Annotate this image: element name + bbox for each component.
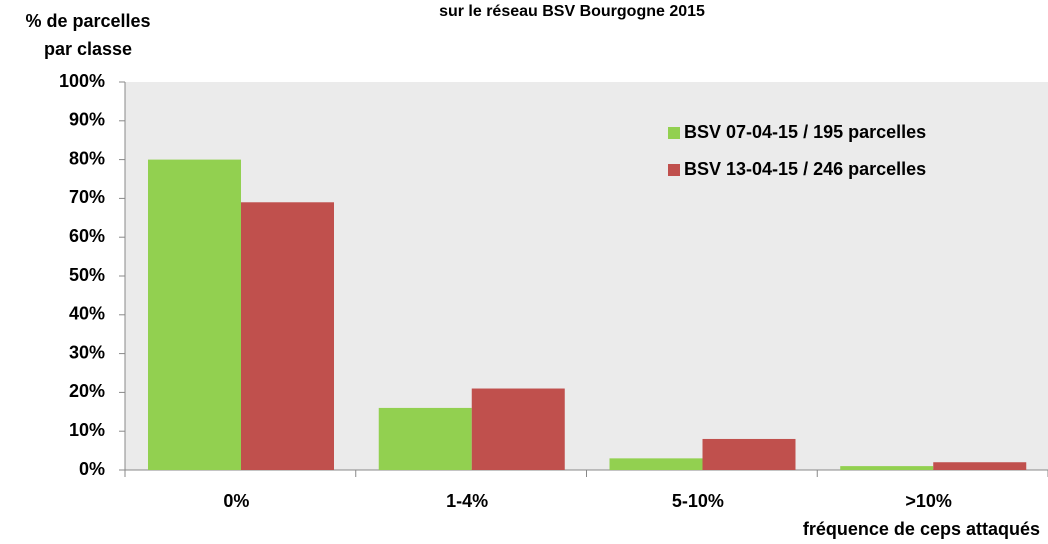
y-tick-label: 30% xyxy=(69,342,105,362)
bar xyxy=(378,407,472,470)
x-tick-label: 5-10% xyxy=(672,491,724,511)
legend-swatch xyxy=(668,164,680,176)
bar xyxy=(702,438,796,470)
legend-swatch xyxy=(668,127,680,139)
legend-label: BSV 07-04-15 / 195 parcelles xyxy=(684,122,926,142)
bar xyxy=(471,388,565,470)
x-tick-label: 1-4% xyxy=(446,491,488,511)
bar xyxy=(933,462,1027,470)
y-tick-label: 0% xyxy=(79,459,105,479)
y-tick-label: 50% xyxy=(69,265,105,285)
y-tick-label: 100% xyxy=(59,71,105,91)
y-tick-label: 10% xyxy=(69,420,105,440)
x-tick-label: 0% xyxy=(223,491,249,511)
legend-label: BSV 13-04-15 / 246 parcelles xyxy=(684,159,926,179)
chart-title: sur le réseau BSV Bourgogne 2015 xyxy=(439,3,705,20)
y-tick-label: 60% xyxy=(69,226,105,246)
y-axis-label: % de parcelles xyxy=(25,11,150,31)
bar xyxy=(241,202,334,470)
y-tick-label: 40% xyxy=(69,304,105,324)
y-tick-label: 20% xyxy=(69,381,105,401)
x-tick-label: >10% xyxy=(905,491,952,511)
y-tick-label: 70% xyxy=(69,187,105,207)
y-axis-label: par classe xyxy=(44,39,132,59)
y-tick-label: 90% xyxy=(69,110,105,130)
x-axis-label: fréquence de ceps attaqués xyxy=(803,519,1040,539)
y-tick-label: 80% xyxy=(69,148,105,168)
bar xyxy=(840,466,934,470)
bar xyxy=(609,458,703,470)
bar xyxy=(148,159,241,470)
